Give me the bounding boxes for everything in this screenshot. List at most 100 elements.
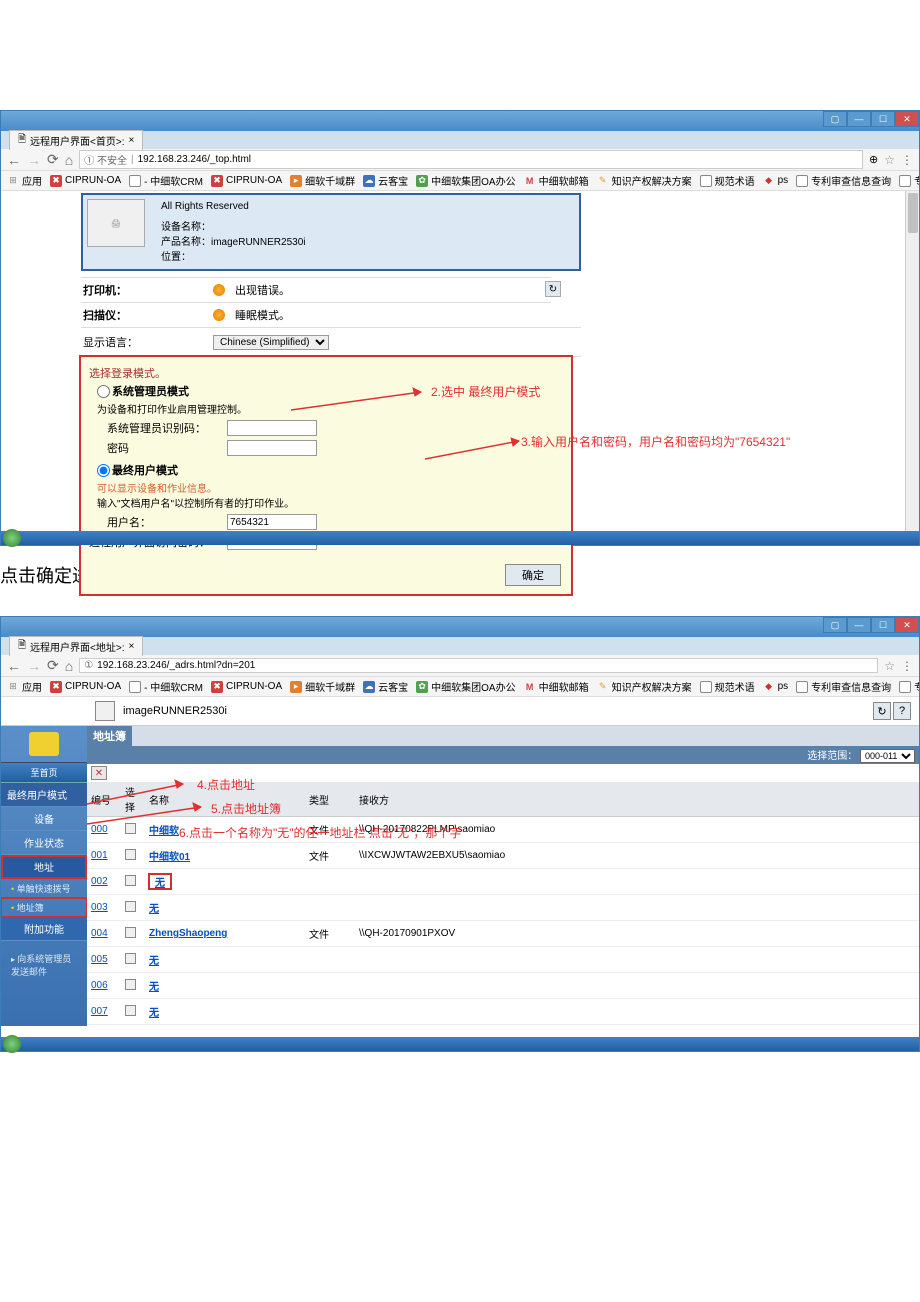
row-name-link[interactable]: 无 [149,1008,159,1019]
row-checkbox[interactable] [125,927,136,938]
bookmark-ps-2[interactable]: ◆ps [763,681,789,693]
bookmark-guifan-2[interactable]: 规范术语 [700,679,755,694]
reload-button[interactable]: ⟳ [47,151,59,168]
row-name-link[interactable]: ZhengShaopeng [149,928,227,939]
bookmark-crm-2[interactable]: - 中细软CRM [129,679,203,694]
row-checkbox[interactable] [125,849,136,860]
menu-icon-2[interactable]: ⋮ [901,659,913,673]
row-number[interactable]: 000 [91,824,108,835]
sidebar-sendmail[interactable]: ▸ 向系统管理员发送邮件 [1,949,87,981]
sidebar-address[interactable]: 地址 [1,855,87,879]
scroll-thumb[interactable] [908,193,918,233]
header-refresh-button[interactable]: ↻ [873,702,891,720]
tab-close-icon[interactable]: × [129,135,135,146]
bookmark-yunke[interactable]: ☁云客宝 [363,173,408,188]
confirm-button[interactable]: 确定 [505,564,561,586]
row-number[interactable]: 006 [91,980,108,991]
reload-button-2[interactable]: ⟳ [47,657,59,674]
start-button[interactable] [3,529,21,547]
row-checkbox[interactable] [125,901,136,912]
bookmark-oa-2[interactable]: ✿中细软集团OA办公 [416,679,515,694]
bookmark-zhishi[interactable]: ✎知识产权解决方案 [597,173,692,188]
bookmark-oa[interactable]: ✿中细软集团OA办公 [416,173,515,188]
admin-id-input[interactable] [227,420,317,436]
back-button[interactable]: ← [7,152,21,168]
row-number[interactable]: 004 [91,928,108,939]
row-name-link[interactable]: 无 [149,874,171,889]
bookmark-guifan[interactable]: 规范术语 [700,173,755,188]
scrollbar[interactable] [905,191,919,531]
bookmark-mail[interactable]: M中细软邮箱 [524,173,589,188]
sidebar-job[interactable]: 作业状态 [1,831,87,855]
row-checkbox[interactable] [125,823,136,834]
apps-button[interactable]: ⊞应用 [7,173,42,188]
row-number[interactable]: 001 [91,850,108,861]
bookmark-crm[interactable]: - 中细软CRM [129,173,203,188]
admin-mode-radio[interactable] [97,385,110,398]
row-checkbox[interactable] [125,979,136,990]
sidebar-addon[interactable]: 附加功能 [1,917,87,941]
forward-button[interactable]: → [27,152,41,168]
bookmark-ciprun2-2[interactable]: ✖CIPRUN-OA [211,681,282,693]
admin-pwd-input[interactable] [227,440,317,456]
bookmark-ps[interactable]: ◆ps [763,175,789,187]
bookmark-yunke-2[interactable]: ☁云客宝 [363,679,408,694]
url-input[interactable]: ① 不安全 | 192.168.23.246/_top.html [79,150,863,169]
bookmark-star-icon[interactable]: ☆ [884,153,895,167]
menu-icon[interactable]: ⋮ [901,153,913,167]
bookmark-mail-2[interactable]: M中细软邮箱 [524,679,589,694]
browser-tab[interactable]: 🗎 远程用户界面<首页>: × [9,130,143,150]
row-name-link[interactable]: 无 [149,904,159,915]
row-checkbox[interactable] [125,875,136,886]
bookmark-qianyu-2[interactable]: ▸细软千域群 [290,679,355,694]
bookmark-xiazai-2[interactable]: 专利下载 [899,679,919,694]
sidebar-quickdial[interactable]: 单触快速拨号 [1,879,87,898]
bookmark-qianyu[interactable]: ▸细软千域群 [290,173,355,188]
maximize-button-2[interactable]: ☐ [871,617,895,633]
bookmark-ciprun2[interactable]: ✖CIPRUN-OA [211,175,282,187]
url-input-2[interactable]: ① 192.168.23.246/_adrs.html?dn=201 [79,658,878,673]
bookmark-ciprun1-2[interactable]: ✖CIPRUN-OA [50,681,121,693]
row-number[interactable]: 007 [91,1006,108,1017]
row-number[interactable]: 005 [91,954,108,965]
minimize-button[interactable]: — [847,111,871,127]
sidebar-home-button[interactable]: 至首页 [1,762,87,783]
close-button-2[interactable]: ✕ [895,617,919,633]
dock-button-2[interactable]: ▢ [823,617,847,633]
bookmark-shencha[interactable]: 专利审查信息查询 [796,173,891,188]
start-button-2[interactable] [3,1035,21,1053]
cast-icon[interactable]: ⊕ [869,153,878,166]
username-input[interactable] [227,514,317,530]
row-name-link[interactable]: 中细软01 [149,852,190,863]
bookmark-star-icon-2[interactable]: ☆ [884,659,895,673]
sidebar-device[interactable]: 设备 [1,807,87,831]
bookmark-ciprun1[interactable]: ✖CIPRUN-OA [50,175,121,187]
sidebar-enduser[interactable]: 最终用户模式 [1,783,87,807]
refresh-button[interactable]: ↻ [545,281,561,297]
language-select[interactable]: Chinese (Simplified) [213,335,329,350]
dock-button[interactable]: ▢ [823,111,847,127]
tab-close-icon-2[interactable]: × [129,641,135,652]
bookmark-zhishi-2[interactable]: ✎知识产权解决方案 [597,679,692,694]
apps-button-2[interactable]: ⊞应用 [7,679,42,694]
row-checkbox[interactable] [125,1005,136,1016]
enduser-mode-radio[interactable] [97,464,110,477]
delete-button[interactable]: ✕ [91,766,107,780]
browser-tab-2[interactable]: 🗎 远程用户界面<地址>: × [9,636,143,656]
row-name-link[interactable]: 中细软 [149,826,179,837]
row-number[interactable]: 003 [91,902,108,913]
bookmark-xiazai[interactable]: 专利下载 [899,173,919,188]
row-number[interactable]: 002 [91,876,108,887]
forward-button-2[interactable]: → [27,658,41,674]
minimize-button-2[interactable]: — [847,617,871,633]
sidebar-addressbook[interactable]: 地址簿 [1,898,87,917]
bookmark-shencha-2[interactable]: 专利审查信息查询 [796,679,891,694]
row-name-link[interactable]: 无 [149,956,159,967]
range-select[interactable]: 000-011 [860,749,915,763]
home-button[interactable]: ⌂ [65,152,73,168]
header-help-button[interactable]: ? [893,702,911,720]
maximize-button[interactable]: ☐ [871,111,895,127]
back-button-2[interactable]: ← [7,658,21,674]
close-button[interactable]: ✕ [895,111,919,127]
row-checkbox[interactable] [125,953,136,964]
